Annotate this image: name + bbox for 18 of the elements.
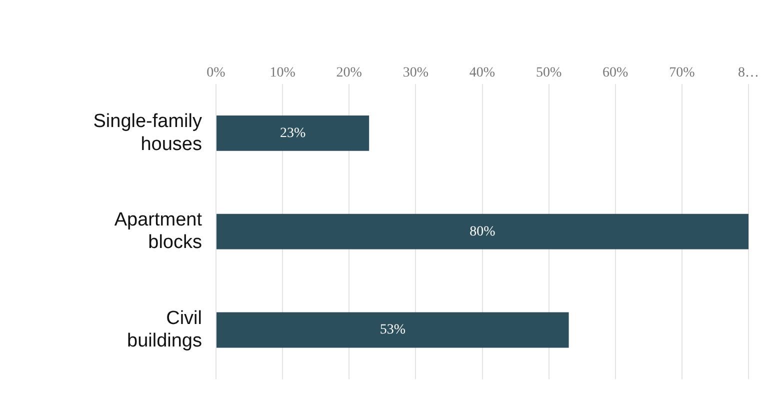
bar [216, 312, 569, 348]
x-tick-label: 0% [206, 65, 226, 80]
y-tick-label: Single-family houses [93, 111, 202, 155]
data-label: 53% [380, 322, 406, 338]
x-tick-label: 50% [536, 65, 562, 80]
bar [216, 214, 748, 250]
data-label: 80% [470, 224, 496, 240]
x-tick-label: 20% [336, 65, 362, 80]
x-tick-label: 40% [469, 65, 496, 80]
y-tick-label: Apartment blocks [114, 209, 203, 254]
x-tick-label: 60% [602, 65, 629, 80]
bar [216, 115, 370, 151]
x-tick-label: 10% [270, 65, 296, 80]
y-tick-label: Civil buildings [127, 308, 202, 352]
x-tick-label: 70% [669, 65, 696, 80]
data-label: 23% [280, 126, 306, 141]
x-tick-label: 8… [738, 65, 759, 80]
x-tick-label: 30% [402, 65, 429, 80]
